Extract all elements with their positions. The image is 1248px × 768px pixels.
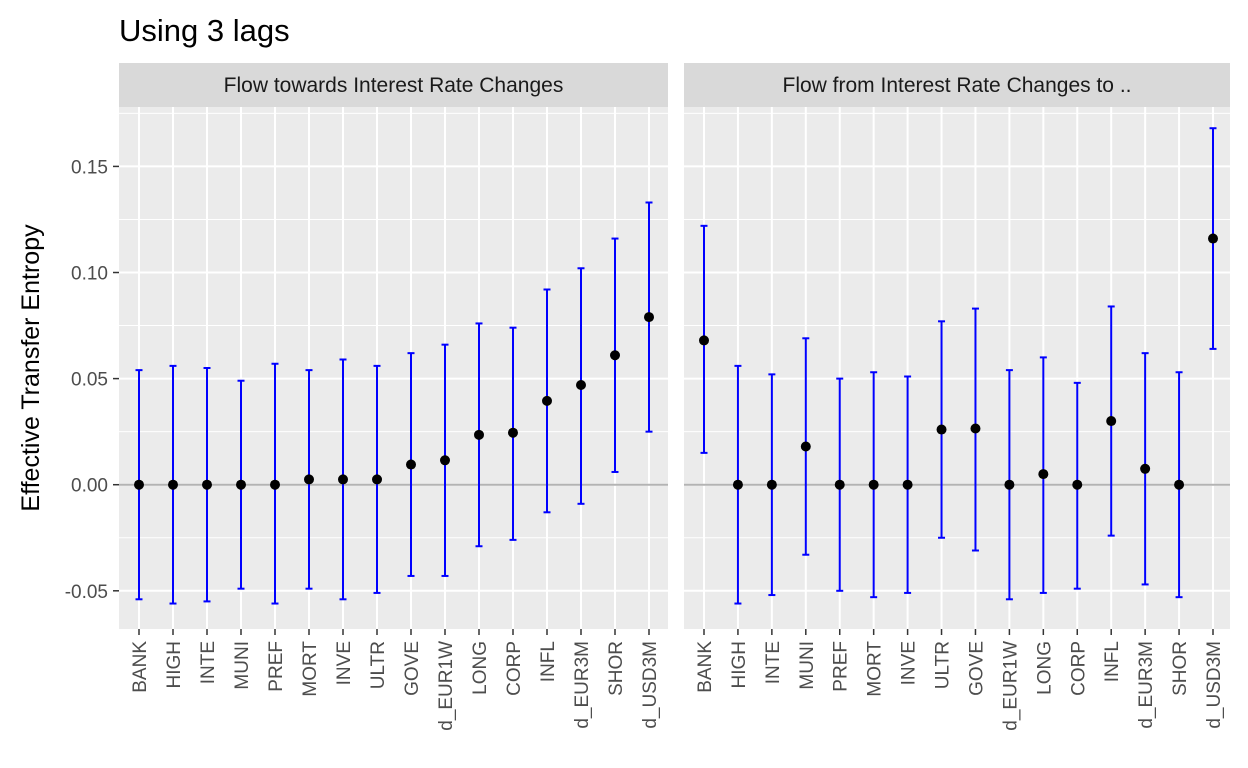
- x-tick-label-d-eur3m: d_EUR3M: [572, 641, 593, 729]
- x-tick-label-ultr: ULTR: [933, 641, 954, 689]
- x-tick-label-corp: CORP: [504, 641, 525, 696]
- point-long: [474, 429, 484, 440]
- point-corp: [1072, 479, 1083, 490]
- point-d-usd3m: [644, 312, 654, 323]
- point-d-eur3m: [576, 379, 586, 390]
- x-tick-label-shor: SHOR: [606, 641, 627, 696]
- point-mort: [868, 479, 879, 490]
- point-muni: [800, 441, 811, 452]
- x-axis-towards: BANK HIGH INTE MUNI PREF MORT INVE ULTR GOVE d_EU…: [130, 629, 661, 731]
- x-tick-label-shor: SHOR: [1170, 641, 1191, 696]
- y-tick-label: 0.05: [71, 370, 108, 391]
- x-tick-label-d-usd3m: d_USD3M: [640, 641, 661, 729]
- x-tick-label-mort: MORT: [300, 641, 321, 697]
- y-tick-label: 0.10: [71, 264, 108, 285]
- point-d-usd3m: [1208, 233, 1218, 244]
- panel-towards-marks: [134, 201, 654, 605]
- y-tick-label: -0.05: [65, 582, 108, 603]
- panel-from-marks: [699, 127, 1218, 605]
- panel-towards: Flow towards Interest Rate Changes: [119, 63, 668, 629]
- point-inte: [202, 479, 212, 490]
- x-tick-label-muni: MUNI: [797, 641, 818, 690]
- point-bank: [134, 479, 144, 490]
- point-pref: [834, 479, 845, 490]
- x-tick-label-bank: BANK: [695, 641, 716, 693]
- chart-title: Using 3 lags: [119, 13, 290, 48]
- x-tick-label-high: HIGH: [729, 641, 750, 689]
- point-infl: [1106, 416, 1117, 427]
- x-tick-label-infl: INFL: [1102, 641, 1123, 682]
- x-tick-label-mort: MORT: [865, 641, 886, 697]
- y-tick-label: 0.15: [71, 157, 108, 178]
- strip-towards-label: Flow towards Interest Rate Changes: [224, 74, 564, 97]
- x-tick-label-d-eur1w: d_EUR1W: [436, 641, 457, 731]
- point-pref: [270, 479, 280, 490]
- x-tick-label-inve: INVE: [899, 641, 920, 685]
- point-high: [168, 479, 178, 490]
- point-mort: [304, 474, 314, 485]
- x-tick-label-long: LONG: [470, 641, 491, 695]
- x-tick-label-corp: CORP: [1068, 641, 1089, 696]
- x-tick-label-pref: PREF: [266, 641, 287, 692]
- x-tick-label-pref: PREF: [831, 641, 852, 692]
- point-ultr: [372, 474, 382, 485]
- y-axis-title: Effective Transfer Entropy: [17, 224, 45, 512]
- x-tick-label-d-eur1w: d_EUR1W: [1000, 641, 1021, 731]
- point-long: [1038, 469, 1049, 480]
- x-axis-from: BANK HIGH INTE MUNI PREF MORT INVE ULTR GOVE d_EU…: [695, 629, 1225, 731]
- point-high: [732, 479, 743, 490]
- strip-towards-bg: [119, 63, 668, 107]
- point-muni: [236, 479, 246, 490]
- y-axis: -0.05 0.00 0.05 0.10 0.15: [65, 157, 119, 603]
- point-d-eur3m: [1140, 463, 1151, 474]
- point-gove: [406, 459, 416, 470]
- point-inte: [766, 479, 777, 490]
- panel-from-bg: [684, 107, 1230, 629]
- y-tick-label: 0.00: [71, 476, 108, 497]
- panel-towards-bg: [119, 107, 668, 629]
- point-d-eur1w: [1004, 479, 1015, 490]
- point-shor: [1174, 479, 1185, 490]
- strip-from-label: Flow from Interest Rate Changes to ..: [783, 74, 1132, 97]
- point-shor: [610, 350, 620, 361]
- x-tick-label-gove: GOVE: [966, 641, 987, 696]
- point-bank: [699, 335, 709, 346]
- x-tick-label-high: HIGH: [164, 641, 185, 689]
- strip-from-bg: [684, 63, 1230, 107]
- point-d-eur1w: [440, 455, 450, 466]
- x-tick-label-d-eur3m: d_EUR3M: [1136, 641, 1157, 729]
- x-tick-label-long: LONG: [1034, 641, 1055, 695]
- point-infl: [542, 395, 552, 406]
- x-tick-label-d-usd3m: d_USD3M: [1204, 641, 1225, 729]
- point-corp: [508, 427, 518, 438]
- x-tick-label-infl: INFL: [538, 641, 559, 682]
- point-inve: [338, 474, 348, 485]
- point-inve: [902, 479, 913, 490]
- x-tick-label-muni: MUNI: [232, 641, 253, 690]
- x-tick-label-inve: INVE: [334, 641, 355, 685]
- point-gove: [970, 423, 981, 434]
- x-tick-label-ultr: ULTR: [368, 641, 389, 689]
- x-tick-label-gove: GOVE: [402, 641, 423, 696]
- x-tick-label-bank: BANK: [130, 641, 151, 693]
- x-tick-label-inte: INTE: [763, 641, 784, 684]
- panel-from: Flow from Interest Rate Changes to ..: [684, 63, 1230, 629]
- point-ultr: [936, 424, 947, 435]
- x-tick-label-inte: INTE: [198, 641, 219, 684]
